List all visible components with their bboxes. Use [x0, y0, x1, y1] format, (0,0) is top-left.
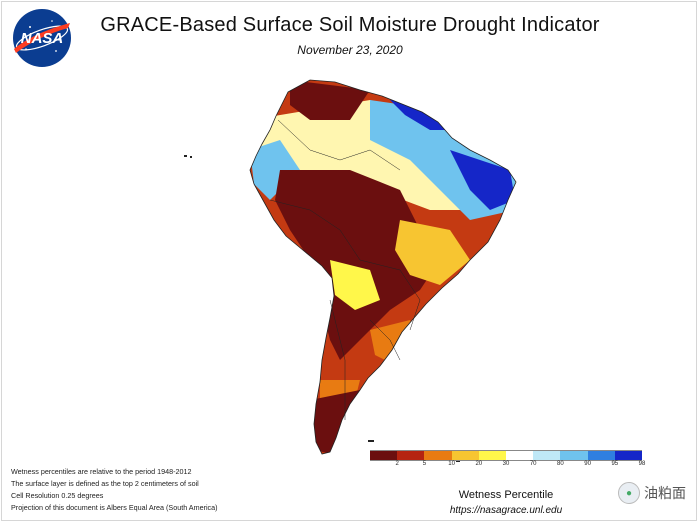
nasa-logo-disc: [13, 9, 71, 67]
chat-bubble-icon: ●: [618, 482, 640, 504]
legend-tick-90: 90: [584, 461, 591, 467]
legend-swatch-7: [560, 450, 588, 461]
note-surface-layer: The surface layer is defined as the top …: [11, 479, 199, 488]
legend-tick-98: 98: [638, 461, 646, 467]
islands: [184, 155, 460, 462]
legend-swatch-4: [478, 450, 507, 461]
legend-swatch-6: [533, 450, 561, 461]
legend-swatch-9: [614, 450, 643, 461]
note-projection: Projection of this document is Albers Eq…: [11, 503, 218, 512]
source-url: https://nasagrace.unl.edu: [449, 505, 563, 516]
legend-tick-20: 20: [475, 461, 483, 467]
nasa-logo: NASA: [13, 9, 71, 67]
legend-swatch-0: [370, 450, 398, 461]
map-fill-layer: [250, 80, 516, 454]
legend-tick-10: 10: [448, 461, 455, 467]
watermark: ● 油粕面: [618, 482, 686, 504]
south-america-map: [184, 79, 517, 462]
legend-tick-70: 70: [529, 461, 537, 467]
legend-tick-2: 2: [395, 461, 399, 467]
legend-tick-30: 30: [502, 461, 510, 467]
legend-title: Wetness Percentile: [458, 489, 554, 501]
legend-swatch-1: [397, 450, 425, 461]
watermark-text: 油粕面: [644, 485, 686, 501]
nasa-logo-chevron: [14, 23, 70, 53]
note-period: Wetness percentiles are relative to the …: [11, 467, 192, 476]
note-resolution: Cell Resolution 0.25 degrees: [11, 491, 104, 500]
legend-swatch-2: [424, 450, 452, 461]
map-date: November 23, 2020: [297, 43, 403, 57]
legend-swatch-8: [587, 450, 615, 461]
legend-swatch-5: [506, 450, 534, 461]
map-notes: Wetness percentiles are relative to the …: [11, 466, 218, 514]
legend-colorbar: [370, 450, 643, 464]
nasa-logo-text: NASA: [21, 30, 64, 47]
legend-swatch-3: [451, 450, 479, 461]
legend-tick-95: 95: [611, 461, 619, 467]
map-title: GRACE-Based Surface Soil Moisture Drough…: [100, 14, 600, 36]
country-borders: [269, 119, 421, 420]
legend-tick-80: 80: [557, 461, 564, 467]
legend-tick-5: 5: [422, 461, 427, 467]
legend-ticks: 2 5 10 20 30 70 80 90 95 98: [370, 461, 646, 471]
